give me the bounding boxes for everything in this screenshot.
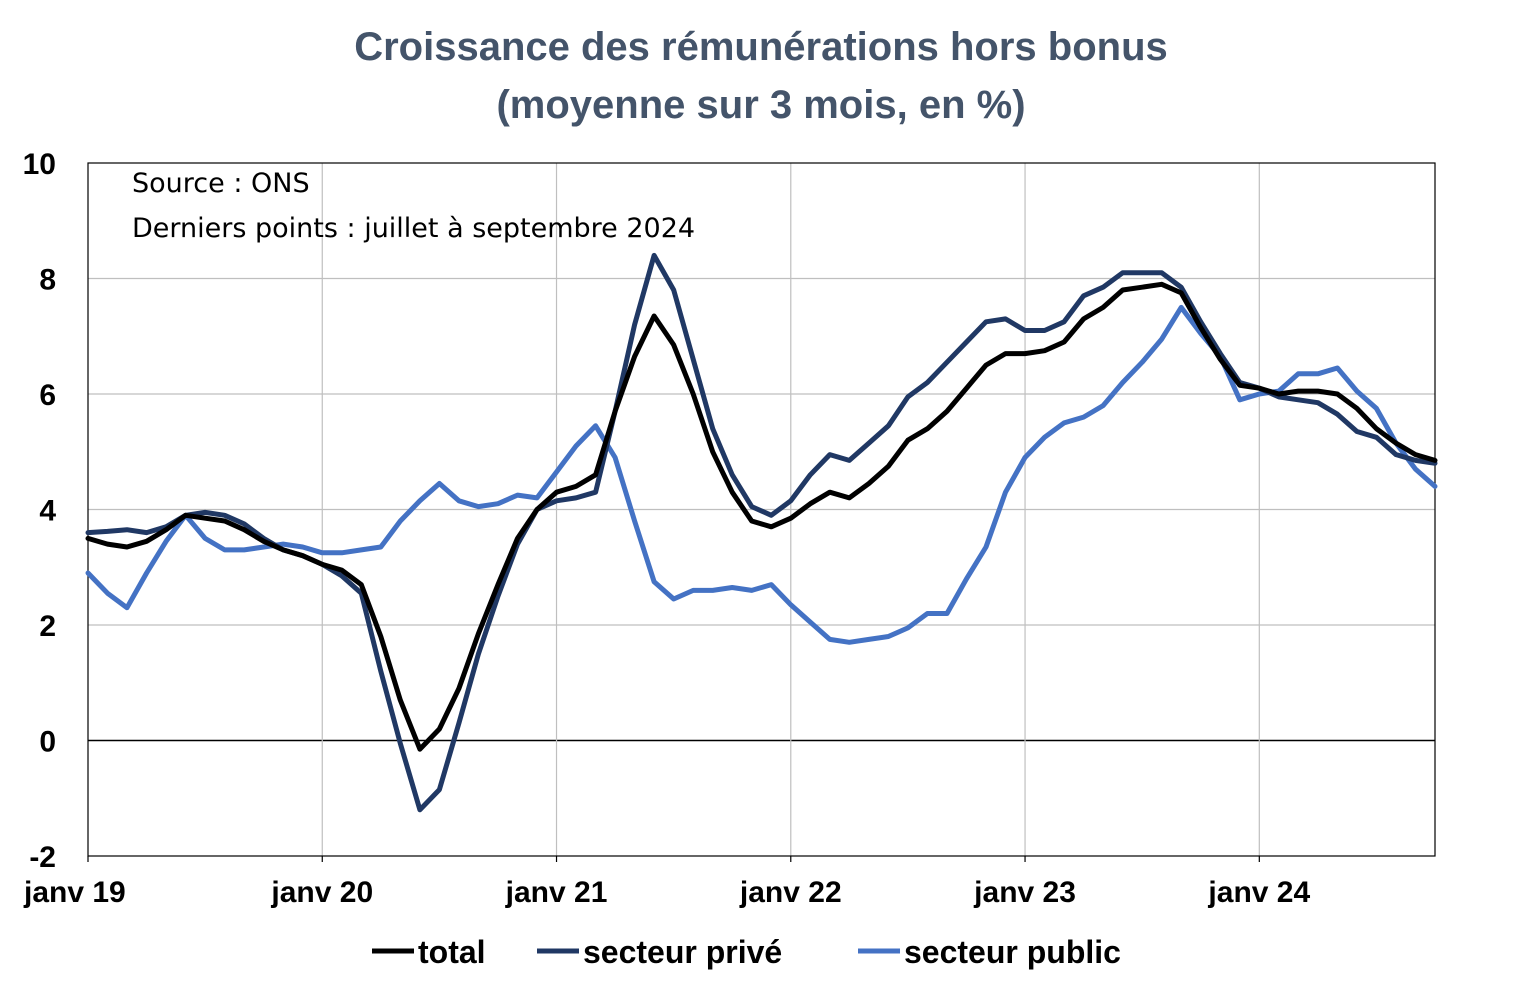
y-tick-label: 6 [39, 379, 56, 412]
last-points-annotation: Derniers points : juillet à septembre 20… [132, 213, 695, 244]
x-tick-label: janv 21 [505, 876, 608, 909]
x-tick-label: janv 19 [23, 876, 126, 909]
chart-subtitle: (moyenne sur 3 mois, en %) [496, 83, 1025, 127]
series-line-secteur-prive [85, 252, 1438, 813]
x-tick-label: janv 22 [739, 876, 842, 909]
y-tick-label: 2 [39, 610, 56, 643]
y-axis-tick-labels: -2 0 2 4 6 8 10 [23, 148, 57, 874]
x-axis-tick-labels: janv 19 janv 20 janv 21 janv 22 janv 23 janv … [23, 856, 1310, 909]
x-tick-label: janv 23 [973, 876, 1076, 909]
plot-area-frame [87, 162, 1436, 857]
y-tick-label: 0 [39, 726, 56, 759]
series-line-secteur-public [85, 304, 1438, 645]
legend-label-total: total [418, 934, 486, 970]
legend-label-secteur-prive: secteur privé [583, 934, 782, 970]
chart-title: Croissance des rémunérations hors bonus [354, 25, 1168, 69]
series-lines [85, 252, 1438, 813]
x-tick-label: janv 24 [1207, 876, 1310, 909]
x-tick-label: janv 20 [270, 876, 373, 909]
y-tick-label: 10 [23, 148, 56, 181]
series-line-total [85, 281, 1438, 752]
legend: total secteur privé secteur public [372, 934, 1121, 970]
y-tick-label: -2 [29, 841, 56, 874]
y-tick-label: 8 [39, 264, 56, 297]
y-tick-label: 4 [39, 495, 56, 528]
source-annotation: Source : ONS [132, 168, 310, 199]
legend-label-secteur-public: secteur public [904, 934, 1121, 970]
